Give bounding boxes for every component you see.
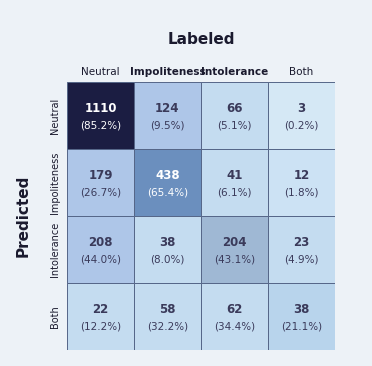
- Text: (6.1%): (6.1%): [217, 187, 251, 198]
- Text: 58: 58: [159, 303, 176, 316]
- Text: Labeled: Labeled: [167, 32, 235, 47]
- Bar: [201, 216, 268, 283]
- Text: Neutral: Neutral: [50, 97, 60, 134]
- Text: 12: 12: [293, 169, 310, 182]
- Bar: [67, 283, 134, 350]
- Text: Impoliteness: Impoliteness: [129, 67, 205, 76]
- Text: 1110: 1110: [84, 102, 117, 115]
- Text: Intolerance: Intolerance: [50, 222, 60, 277]
- Bar: [268, 216, 335, 283]
- Text: Predicted: Predicted: [16, 175, 31, 257]
- Bar: [134, 82, 201, 149]
- Bar: [268, 82, 335, 149]
- Text: 208: 208: [88, 236, 113, 249]
- Text: 438: 438: [155, 169, 180, 182]
- Bar: [134, 149, 201, 216]
- Text: 179: 179: [88, 169, 113, 182]
- Text: (26.7%): (26.7%): [80, 187, 121, 198]
- Text: (0.2%): (0.2%): [284, 120, 318, 131]
- Text: 38: 38: [293, 303, 310, 316]
- Text: 3: 3: [297, 102, 305, 115]
- Text: 22: 22: [92, 303, 109, 316]
- Text: (8.0%): (8.0%): [150, 254, 185, 265]
- Text: (21.1%): (21.1%): [281, 321, 322, 332]
- Bar: [201, 283, 268, 350]
- Text: (1.8%): (1.8%): [284, 187, 318, 198]
- Text: Neutral: Neutral: [81, 67, 120, 76]
- Text: 66: 66: [226, 102, 243, 115]
- Text: (85.2%): (85.2%): [80, 120, 121, 131]
- Bar: [201, 149, 268, 216]
- Bar: [201, 82, 268, 149]
- Text: (12.2%): (12.2%): [80, 321, 121, 332]
- Text: (32.2%): (32.2%): [147, 321, 188, 332]
- Text: (34.4%): (34.4%): [214, 321, 255, 332]
- Text: 23: 23: [293, 236, 310, 249]
- Bar: [67, 149, 134, 216]
- Text: 124: 124: [155, 102, 180, 115]
- Bar: [134, 283, 201, 350]
- Text: Impoliteness: Impoliteness: [50, 151, 60, 214]
- Text: (43.1%): (43.1%): [214, 254, 255, 265]
- Text: (9.5%): (9.5%): [150, 120, 185, 131]
- Text: 204: 204: [222, 236, 247, 249]
- Bar: [268, 283, 335, 350]
- Text: (5.1%): (5.1%): [217, 120, 251, 131]
- Bar: [67, 216, 134, 283]
- Text: 62: 62: [226, 303, 243, 316]
- Text: Intolerance: Intolerance: [201, 67, 268, 76]
- Text: 41: 41: [226, 169, 243, 182]
- Bar: [268, 149, 335, 216]
- Bar: [67, 82, 134, 149]
- Text: (4.9%): (4.9%): [284, 254, 318, 265]
- Text: Both: Both: [50, 305, 60, 328]
- Text: 38: 38: [159, 236, 176, 249]
- Text: (44.0%): (44.0%): [80, 254, 121, 265]
- Text: (65.4%): (65.4%): [147, 187, 188, 198]
- Text: Both: Both: [289, 67, 314, 76]
- Bar: [134, 216, 201, 283]
